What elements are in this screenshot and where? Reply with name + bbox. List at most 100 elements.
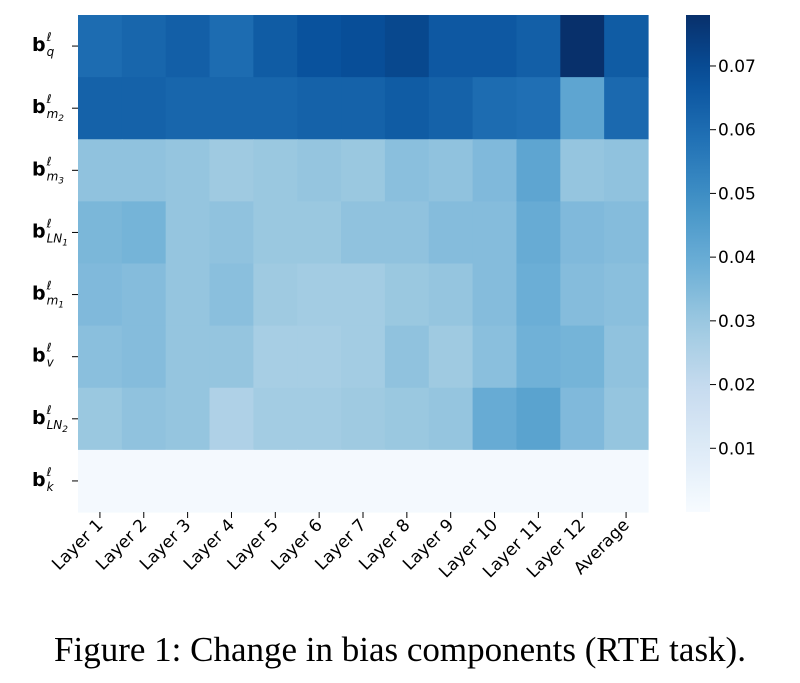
heatmap-cell: [78, 449, 123, 513]
heatmap-cell: [297, 201, 342, 265]
heatmap-cell: [472, 139, 518, 202]
heatmap-cell: [604, 139, 649, 202]
heatmap-cell: [165, 325, 211, 389]
heatmap-cell: [165, 449, 211, 513]
heatmap-cell: [78, 15, 123, 78]
heatmap-cell: [560, 325, 605, 389]
heatmap-cell: [78, 77, 123, 140]
heatmap-cell: [604, 263, 649, 327]
heatmap-cell: [121, 201, 167, 265]
heatmap-cell: [78, 201, 123, 265]
heatmap-cell: [341, 139, 386, 202]
heatmap-cell: [165, 139, 211, 202]
heatmap-cell: [165, 15, 211, 78]
heatmap-cell: [560, 77, 605, 140]
heatmap-cell: [341, 325, 386, 389]
heatmap-cell: [428, 325, 474, 389]
heatmap-cell: [341, 201, 386, 265]
heatmap-cell: [121, 139, 167, 202]
heatmap-cell: [78, 325, 123, 389]
heatmap-cell: [516, 263, 561, 327]
heatmap-cell: [516, 77, 561, 140]
heatmap-cell: [341, 15, 386, 78]
heatmap-cell: [560, 449, 605, 513]
heatmap-cell: [560, 201, 605, 265]
heatmap-cell: [121, 387, 167, 451]
heatmap-cell: [604, 15, 649, 78]
heatmap-cell: [253, 15, 298, 78]
heatmap-cell: [78, 139, 123, 202]
heatmap-cell: [516, 449, 561, 513]
heatmap-cell: [516, 139, 561, 202]
heatmap-cell: [121, 263, 167, 327]
heatmap-cell: [516, 325, 561, 389]
colorbar-tick-label: 0.04: [718, 248, 756, 268]
heatmap-cell: [341, 387, 386, 451]
heatmap-cell: [428, 449, 474, 513]
heatmap-cell: [384, 139, 430, 202]
y-tick-label: bℓ m1: [32, 279, 64, 311]
heatmap-cell: [297, 449, 342, 513]
heatmap-cell: [472, 201, 518, 265]
heatmap-cell: [165, 387, 211, 451]
heatmap-cell: [253, 139, 298, 202]
heatmap-cell: [78, 263, 123, 327]
heatmap-cell: [341, 263, 386, 327]
heatmap-cell: [604, 201, 649, 265]
heatmap-cell: [121, 77, 167, 140]
heatmap-cell: [472, 325, 518, 389]
y-tick-label: bℓ LN2: [32, 403, 68, 435]
heatmap-cell: [560, 15, 605, 78]
heatmap-cell: [604, 449, 649, 513]
colorbar-axis: 0.01 0.02 0.03 0.04 0.05 0.06 0.07: [710, 57, 756, 459]
colorbar-tick-label: 0.07: [718, 57, 756, 77]
heatmap-cell: [209, 139, 254, 202]
heatmap-cell: [253, 77, 298, 140]
heatmap-cell: [428, 15, 474, 78]
heatmap-cell: [121, 449, 167, 513]
heatmap-cell: [472, 15, 518, 78]
heatmap-cell: [384, 325, 430, 389]
figure-caption: Figure 1: Change in bias components (RTE…: [54, 630, 746, 669]
heatmap-cell: [209, 449, 254, 513]
heatmap-cell: [472, 387, 518, 451]
heatmap-cell: [516, 15, 561, 78]
heatmap-cell: [341, 449, 386, 513]
heatmap-cell: [209, 15, 254, 78]
heatmap-cell: [121, 15, 167, 78]
heatmap-cell: [297, 15, 342, 78]
y-tick-label: bℓ m3: [32, 154, 64, 186]
heatmap-cell: [253, 325, 298, 389]
heatmap-cell: [560, 387, 605, 451]
heatmap-cell: [384, 77, 430, 140]
heatmap-cell: [516, 201, 561, 265]
heatmap-cell: [428, 263, 474, 327]
heatmap-cell: [78, 387, 123, 451]
y-tick-label: bℓ k: [32, 465, 55, 494]
heatmap-cell: [121, 325, 167, 389]
heatmap-cell: [209, 387, 254, 451]
heatmap-cell: [472, 77, 518, 140]
heatmap-cell: [253, 387, 298, 451]
heatmap-cell: [253, 449, 298, 513]
heatmap-cell: [384, 387, 430, 451]
colorbar: [686, 15, 710, 512]
heatmap-cell: [560, 263, 605, 327]
colorbar-tick-label: 0.01: [718, 439, 756, 459]
y-tick-label: bℓ m2: [32, 92, 64, 124]
y-tick-label: bℓ q: [32, 30, 55, 59]
heatmap-cell: [472, 263, 518, 327]
heatmap-cell: [297, 263, 342, 327]
heatmap-cell: [253, 263, 298, 327]
colorbar-tick-label: 0.03: [718, 312, 756, 332]
heatmap-cell: [560, 139, 605, 202]
heatmap-cell: [297, 139, 342, 202]
heatmap-cells: [78, 15, 649, 513]
heatmap-cell: [384, 449, 430, 513]
heatmap-cell: [341, 77, 386, 140]
colorbar-tick-label: 0.06: [718, 121, 756, 141]
heatmap-cell: [604, 325, 649, 389]
heatmap-cell: [209, 325, 254, 389]
